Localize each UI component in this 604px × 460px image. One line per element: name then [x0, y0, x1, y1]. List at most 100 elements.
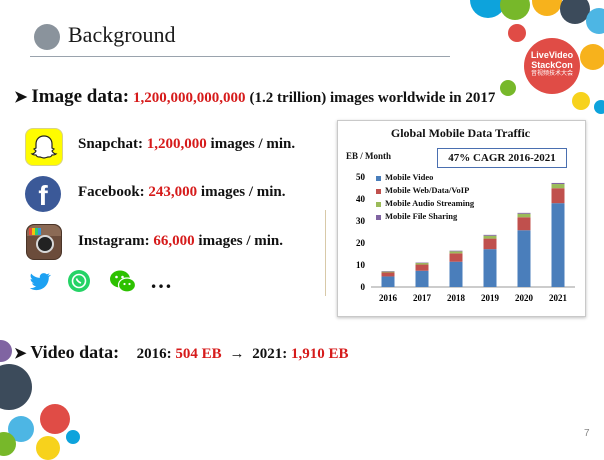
- legend-label: Mobile Audio Streaming: [385, 198, 475, 208]
- logo-sub: 音视频技术大会: [530, 71, 573, 77]
- y-tick-label: 10: [356, 260, 366, 270]
- snapchat-label: Snapchat:: [78, 136, 147, 152]
- image-data-value: 1,200,000,000,000: [133, 90, 246, 106]
- image-data-line: ➤ Image data: 1,200,000,000,000 (1.2 tri…: [14, 86, 495, 108]
- x-tick-label: 2021: [549, 293, 568, 303]
- bar-mobile-video-2017: [415, 270, 429, 287]
- decor-circle: [572, 92, 590, 110]
- chart-y-axis-label: EB / Month: [346, 151, 392, 161]
- bar-mobile-web-data-voip-2017: [415, 264, 429, 271]
- decor-circle: [508, 24, 526, 42]
- snapchat-value: 1,200,000: [146, 136, 207, 152]
- decor-circle: [594, 100, 604, 114]
- more-apps-ellipsis: …: [150, 268, 172, 293]
- mobile-traffic-chart: 0 10 20 30 40 50 2016 2017 2018 2019 2020 2021: [356, 172, 575, 303]
- bar-mobile-file-sharing-2018: [449, 250, 463, 252]
- video-data-label: Video data:: [30, 342, 120, 362]
- image-data-label: Image data:: [31, 86, 130, 107]
- arrow-right-icon: →: [229, 346, 245, 362]
- bar-mobile-video-2018: [449, 261, 463, 287]
- decor-circle: [0, 340, 12, 362]
- conference-logo: LiveVideo StackCon 音视频技术大会: [524, 38, 580, 94]
- facebook-icon: f: [25, 176, 61, 212]
- facebook-value: 243,000: [148, 184, 198, 200]
- instagram-unit: images / min.: [194, 233, 284, 249]
- legend-swatch: [376, 188, 381, 194]
- bar-mobile-audio-streaming-2018: [449, 251, 463, 254]
- legend-label: Mobile File Sharing: [385, 211, 458, 221]
- decor-circle: [40, 404, 70, 434]
- legend-item: Mobile Web/Data/VoIP: [376, 185, 469, 195]
- bar-mobile-web-data-voip-2020: [517, 217, 531, 231]
- decor-circle: [66, 430, 80, 444]
- bar-mobile-file-sharing-2019: [483, 234, 497, 236]
- bar-mobile-file-sharing-2016: [381, 271, 395, 272]
- bar-mobile-audio-streaming-2019: [483, 235, 497, 239]
- title-bullet-circle: [34, 24, 60, 50]
- legend-label: Mobile Web/Data/VoIP: [385, 185, 470, 195]
- legend-swatch: [376, 214, 381, 220]
- instagram-label: Instagram:: [78, 233, 154, 249]
- page-number: 7: [584, 428, 590, 439]
- facebook-label: Facebook:: [78, 184, 149, 200]
- snapchat-stat: Snapchat: 1,200,000 images / min.: [78, 136, 295, 153]
- bar-mobile-file-sharing-2020: [517, 212, 531, 214]
- bar-mobile-web-data-voip-2016: [381, 272, 395, 277]
- bar-mobile-web-data-voip-2019: [483, 238, 497, 250]
- decor-circle: [560, 0, 590, 24]
- instagram-value: 66,000: [153, 233, 195, 249]
- x-tick-label: 2016: [379, 293, 398, 303]
- video-data-line: ➤ Video data: 2016: 504 EB → 2021: 1,910…: [14, 342, 348, 363]
- bar-mobile-web-data-voip-2018: [449, 253, 463, 262]
- decor-circle: [470, 0, 506, 18]
- wechat-icon: [108, 268, 138, 301]
- bar-mobile-video-2016: [381, 276, 395, 287]
- video-value-2021: 1,910 EB: [290, 346, 349, 362]
- chart-legend: Mobile Video Mobile Web/Data/VoIP Mobile A…: [376, 172, 496, 224]
- bar-mobile-audio-streaming-2017: [415, 263, 429, 265]
- bar-mobile-audio-streaming-2021: [551, 184, 565, 189]
- decor-circle: [532, 0, 562, 16]
- instagram-stat: Instagram: 66,000 images / min.: [78, 233, 283, 250]
- twitter-icon: [29, 272, 51, 297]
- chart-cagr-annotation: 47% CAGR 2016-2021: [437, 148, 567, 168]
- legend-item: Mobile File Sharing: [376, 211, 457, 221]
- legend-item: Mobile Audio Streaming: [376, 198, 474, 208]
- decor-circle: [500, 80, 516, 96]
- bar-mobile-video-2019: [483, 249, 497, 287]
- bar-mobile-audio-streaming-2016: [381, 271, 395, 273]
- snapchat-unit: images / min.: [206, 136, 296, 152]
- decor-circle: [0, 364, 32, 410]
- x-tick-label: 2018: [447, 293, 466, 303]
- snapchat-icon: [25, 128, 63, 166]
- y-tick-label: 30: [356, 216, 366, 226]
- instagram-icon: [26, 224, 62, 260]
- title-divider: [30, 56, 450, 57]
- video-year-2016: 2016:: [136, 346, 176, 362]
- y-tick-label: 40: [356, 194, 366, 204]
- decor-circle: [580, 44, 604, 70]
- decor-circle: [36, 436, 60, 460]
- facebook-stat: Facebook: 243,000 images / min.: [78, 184, 286, 201]
- x-tick-label: 2020: [515, 293, 534, 303]
- slide-title: Background: [68, 22, 176, 47]
- y-tick-label: 50: [356, 172, 366, 182]
- x-tick-label: 2019: [481, 293, 500, 303]
- decor-circle: [0, 432, 16, 456]
- bar-mobile-file-sharing-2017: [415, 262, 429, 264]
- logo-line2: StackCon: [531, 60, 573, 70]
- bar-mobile-file-sharing-2021: [551, 182, 565, 185]
- y-tick-label: 0: [361, 282, 366, 292]
- image-data-rest: (1.2 trillion) images worldwide in 2017: [249, 90, 496, 106]
- chart-title: Global Mobile Data Traffic: [390, 126, 531, 140]
- legend-swatch: [376, 175, 381, 181]
- facebook-unit: images / min.: [197, 184, 286, 200]
- video-value-2016: 504 EB: [175, 346, 222, 362]
- x-tick-label: 2017: [413, 293, 432, 303]
- legend-swatch: [376, 201, 381, 207]
- bullet-arrow-icon: ➤: [14, 89, 28, 106]
- bullet-arrow-icon: ➤: [14, 346, 27, 362]
- y-tick-label: 20: [356, 238, 366, 248]
- bar-mobile-web-data-voip-2021: [551, 188, 565, 204]
- bar-mobile-video-2021: [551, 203, 565, 287]
